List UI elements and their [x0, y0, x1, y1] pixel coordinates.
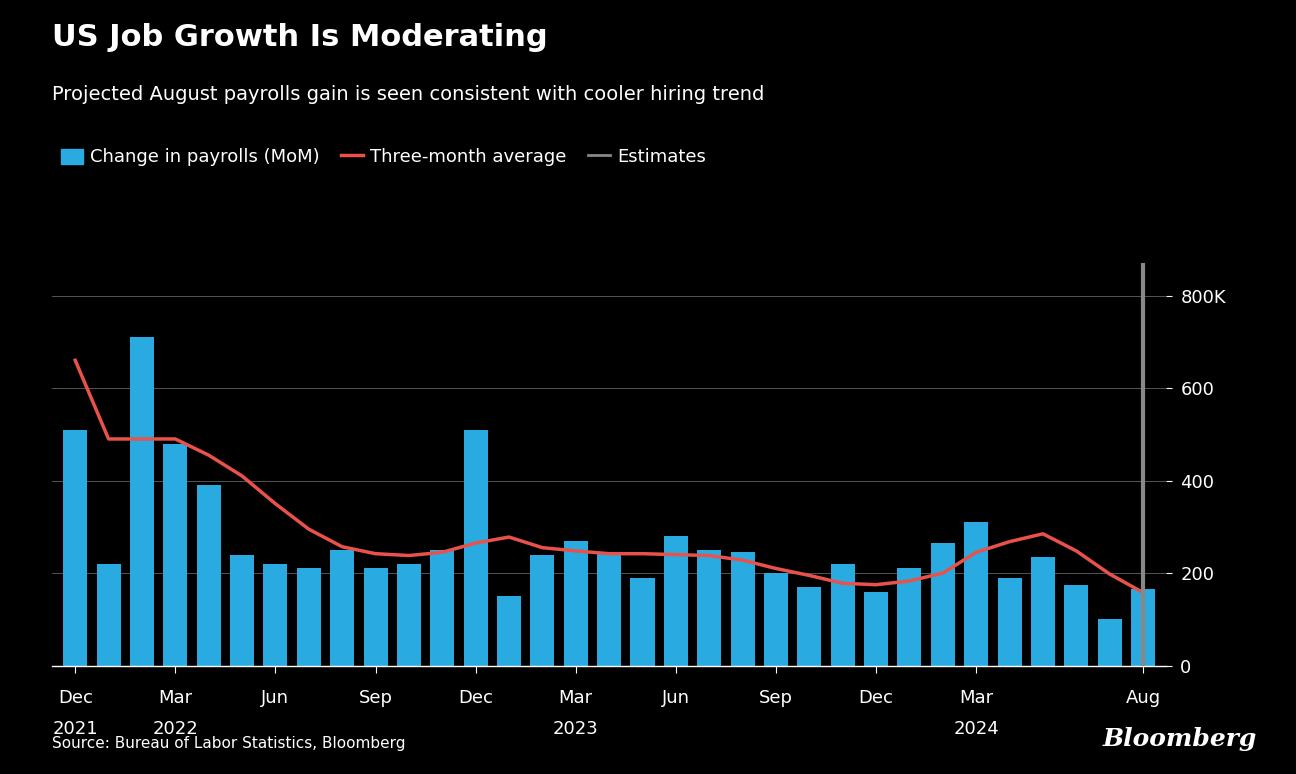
Text: Dec: Dec — [459, 689, 492, 707]
Text: Dec: Dec — [859, 689, 893, 707]
Bar — [763, 573, 788, 666]
Bar — [64, 430, 87, 666]
Bar — [564, 541, 588, 666]
Bar — [1131, 589, 1155, 666]
Text: Aug: Aug — [1125, 689, 1161, 707]
Bar — [163, 444, 188, 666]
Bar — [464, 430, 487, 666]
Bar — [864, 591, 888, 666]
Text: 2024: 2024 — [954, 720, 999, 738]
Text: Jun: Jun — [662, 689, 689, 707]
Text: Source: Bureau of Labor Statistics, Bloomberg: Source: Bureau of Labor Statistics, Bloo… — [52, 736, 406, 751]
Text: Mar: Mar — [158, 689, 192, 707]
Bar — [1098, 619, 1121, 666]
Bar — [229, 555, 254, 666]
Bar — [397, 564, 421, 666]
Bar — [363, 568, 388, 666]
Text: Sep: Sep — [759, 689, 793, 707]
Text: Bloomberg: Bloomberg — [1103, 727, 1257, 751]
Bar — [630, 577, 654, 666]
Bar — [897, 568, 921, 666]
Text: Sep: Sep — [359, 689, 393, 707]
Text: Jun: Jun — [262, 689, 289, 707]
Legend: Change in payrolls (MoM), Three-month average, Estimates: Change in payrolls (MoM), Three-month av… — [61, 149, 706, 166]
Bar — [130, 337, 154, 666]
Bar — [263, 564, 288, 666]
Bar — [197, 485, 220, 666]
Bar — [831, 564, 855, 666]
Bar — [496, 596, 521, 666]
Bar — [697, 550, 722, 666]
Bar — [97, 564, 121, 666]
Text: Mar: Mar — [559, 689, 592, 707]
Text: Projected August payrolls gain is seen consistent with cooler hiring trend: Projected August payrolls gain is seen c… — [52, 85, 765, 104]
Text: 2022: 2022 — [153, 720, 198, 738]
Bar — [931, 543, 955, 666]
Text: US Job Growth Is Moderating: US Job Growth Is Moderating — [52, 23, 547, 52]
Bar — [664, 536, 688, 666]
Bar — [330, 550, 354, 666]
Bar — [731, 553, 754, 666]
Bar — [998, 577, 1021, 666]
Text: Mar: Mar — [959, 689, 993, 707]
Bar — [297, 568, 321, 666]
Text: Dec: Dec — [58, 689, 92, 707]
Bar — [530, 555, 555, 666]
Bar — [964, 522, 989, 666]
Bar — [430, 550, 455, 666]
Bar — [797, 587, 822, 666]
Text: 2021: 2021 — [52, 720, 98, 738]
Text: 2023: 2023 — [553, 720, 599, 738]
Bar — [597, 553, 621, 666]
Bar — [1030, 557, 1055, 666]
Bar — [1064, 584, 1089, 666]
